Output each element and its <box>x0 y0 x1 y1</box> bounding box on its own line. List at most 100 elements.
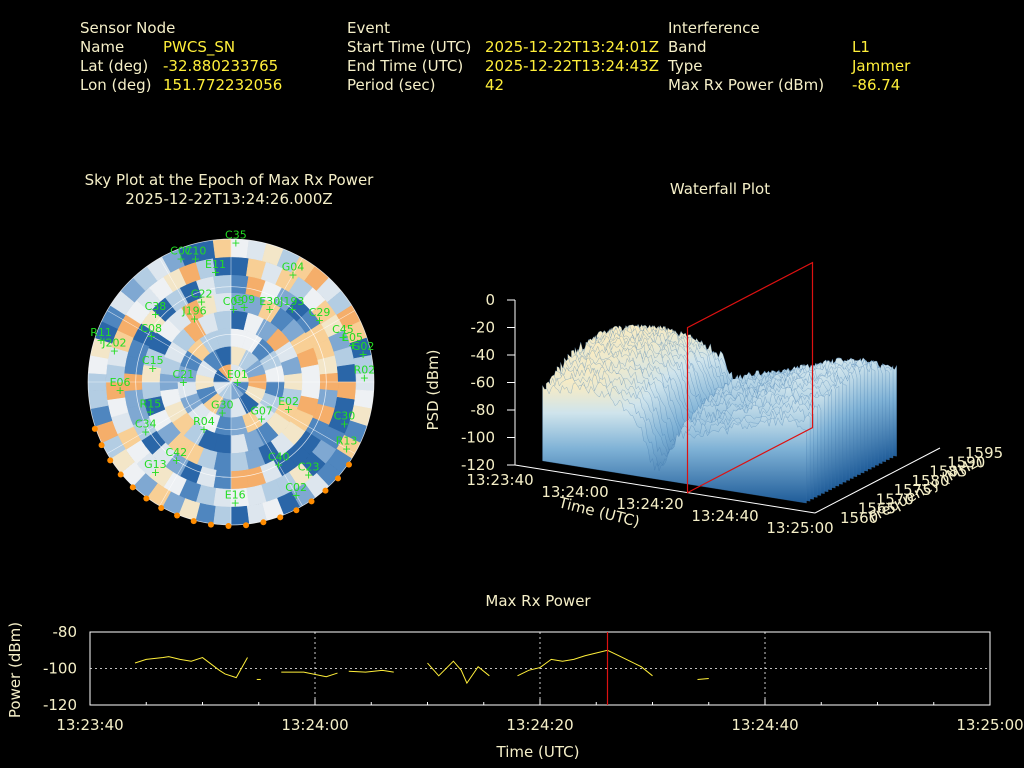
satellite-marker: + <box>360 371 369 384</box>
satellite-label: R04 <box>193 415 215 428</box>
waterfall-frequency-tick: 1590 <box>947 453 985 471</box>
satellite-marker: + <box>292 489 301 502</box>
waterfall-time-tick: 13:25:00 <box>766 519 833 535</box>
satellite-marker: + <box>240 301 249 314</box>
skyplot-satellite: +R11 <box>90 326 112 347</box>
satellite-marker: + <box>176 252 185 265</box>
satellite-marker: + <box>231 236 240 249</box>
event-end-label: End Time (UTC) <box>347 57 464 75</box>
skyplot-cell <box>230 256 250 277</box>
satellite-label: C21 <box>172 368 194 381</box>
power-chart-x-tick: 13:24:40 <box>731 716 798 734</box>
skyplot-satellite: +E30 <box>259 295 280 316</box>
satellite-label: J193 <box>279 295 304 308</box>
waterfall-time-tick: 13:24:00 <box>541 483 608 501</box>
skyplot-edge-marker <box>98 442 105 449</box>
event-end-value: 2025-12-22T13:24:43Z <box>485 57 659 75</box>
skyplot-cell <box>336 381 357 401</box>
satellite-marker: + <box>348 339 357 352</box>
interference-band-label: Band <box>668 38 707 56</box>
skyplot-edge-marker <box>308 498 315 505</box>
skyplot-satellite: +E06 <box>110 376 131 397</box>
waterfall-surface <box>542 323 897 504</box>
skyplot-satellite: +C29 <box>309 306 331 327</box>
skyplot-edge-marker <box>277 514 284 521</box>
satellite-marker: + <box>190 313 199 326</box>
satellite-label: C22 <box>191 287 213 300</box>
interference-heading: Interference <box>668 19 760 37</box>
skyplot-satellite: +R15 <box>140 397 162 418</box>
skyplot-satellite: +G13 <box>144 458 167 479</box>
waterfall-cursor-frame <box>686 261 814 494</box>
interference-power-label: Max Rx Power (dBm) <box>668 76 825 94</box>
skyplot-edge-marker <box>143 495 150 502</box>
waterfall-psd-tick: -80 <box>471 401 496 419</box>
satellite-marker: + <box>172 454 181 467</box>
satellite-label: C08 <box>140 322 162 335</box>
event-period-label: Period (sec) <box>347 76 436 94</box>
satellite-marker: + <box>96 334 105 347</box>
skyplot-edge-marker <box>158 504 165 511</box>
skyplot-satellite: +G04 <box>282 261 305 282</box>
waterfall-psd-tick: -120 <box>461 456 495 474</box>
interference-type-label: Type <box>668 57 703 75</box>
satellite-marker: + <box>179 376 188 389</box>
power-chart-y-tick: -100 <box>43 660 77 678</box>
waterfall-frequency-axis <box>814 447 941 514</box>
skyplot-satellite: +C45 <box>332 323 354 344</box>
skyplot-satellite: +R04 <box>193 415 215 436</box>
skyplot-satellite: +J196 <box>181 305 206 326</box>
satellite-label: C02 <box>285 481 307 494</box>
waterfall-frequency-tick: 1595 <box>965 444 1003 462</box>
skyplot-satellite: +E16 <box>225 489 246 510</box>
event-start-value: 2025-12-22T13:24:01Z <box>485 38 659 56</box>
satellite-marker: + <box>288 269 297 282</box>
skyplot-edge-marker <box>117 471 124 478</box>
skyplot-edge-marker <box>345 461 352 468</box>
waterfall-psd-tick: -40 <box>471 346 496 364</box>
satellite-label: E30 <box>259 295 280 308</box>
event-heading: Event <box>347 19 390 37</box>
waterfall-frequency-tick: 1560 <box>840 509 878 527</box>
event-start-label: Start Time (UTC) <box>347 38 472 56</box>
skyplot-satellite: +C08 <box>140 322 162 343</box>
satellite-marker: + <box>284 403 293 416</box>
satellite-label: G13 <box>144 458 167 471</box>
skyplot-satellite: +C40 <box>268 451 290 472</box>
power-chart-x-tick: 13:23:40 <box>56 716 123 734</box>
satellite-label: C34 <box>135 417 157 430</box>
satellite-label: C29 <box>309 306 331 319</box>
satellite-marker: + <box>342 443 351 456</box>
waterfall-zlabel: PSD (dBm) <box>424 349 442 430</box>
skyplot-satellite: +G07 <box>250 405 273 426</box>
skyplot-satellite: +C02 <box>285 481 307 502</box>
waterfall-psd-tick: -20 <box>471 319 496 337</box>
skyplot-satellite: +C07 <box>170 244 192 265</box>
satellite-label: E05 <box>342 331 363 344</box>
satellite-label: C38 <box>145 300 167 313</box>
skyplot-edge-marker <box>260 519 267 526</box>
satellite-label: E01 <box>227 368 248 381</box>
skyplot-azimuth-line <box>230 381 355 454</box>
satellite-label: G07 <box>250 405 273 418</box>
waterfall-frequency-tick: 1580 <box>911 472 949 490</box>
satellite-label: J202 <box>101 337 126 350</box>
satellite-label: R13 <box>336 435 358 448</box>
skyplot-satellite: +C22 <box>191 287 213 308</box>
waterfall-ylabel: Frequency (MHz) <box>866 451 986 526</box>
satellite-marker: + <box>197 295 206 308</box>
skyplot-azimuth-line <box>107 310 232 383</box>
skyplot-edge-marker <box>174 512 181 519</box>
skyplot-edge-markers <box>91 425 352 529</box>
sensor-name-value: PWCS_SN <box>163 38 236 56</box>
power-chart-xlabel: Time (UTC) <box>496 743 580 761</box>
waterfall-ridge <box>542 382 807 504</box>
satellite-label: G30 <box>211 399 234 412</box>
skyplot-edge-marker <box>225 522 232 529</box>
satellite-marker: + <box>141 425 150 438</box>
skyplot-satellite: +C15 <box>142 354 164 375</box>
waterfall-time-axis <box>514 464 816 514</box>
satellite-marker: + <box>304 469 313 482</box>
satellite-marker: + <box>110 345 119 358</box>
satellite-marker: + <box>358 348 367 361</box>
